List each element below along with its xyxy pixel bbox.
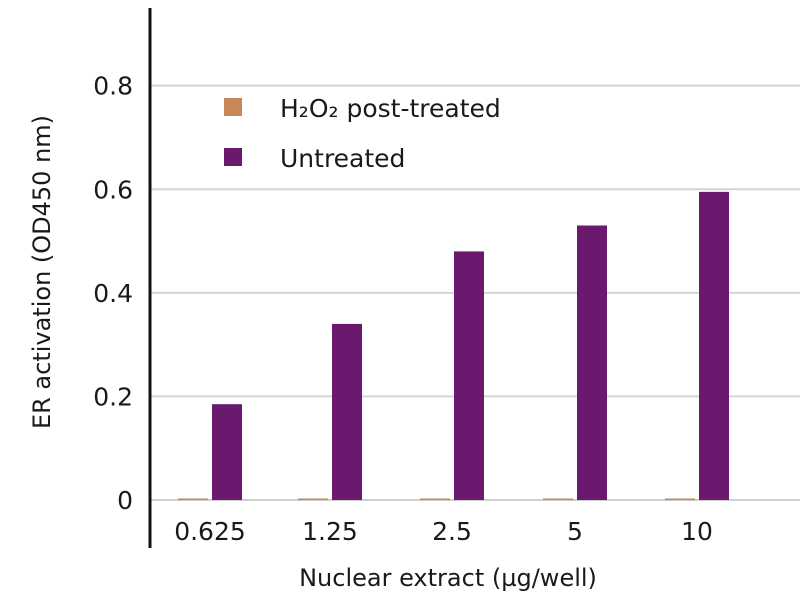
y-tick-labels: 0 0.2 0.4 0.6 0.8 xyxy=(93,72,133,515)
x-tick-label: 2.5 xyxy=(432,517,472,546)
bar-untreated xyxy=(332,323,362,500)
bar-h2o2 xyxy=(298,498,328,500)
legend-label-h2o2: H₂O₂ post-treated xyxy=(280,94,501,123)
bar-untreated xyxy=(212,404,242,500)
x-tick-labels: 0.625 1.25 2.5 5 10 xyxy=(174,517,713,546)
y-tick-label: 0.8 xyxy=(93,72,133,101)
bar-untreated xyxy=(577,225,607,500)
legend-swatch-h2o2 xyxy=(224,98,242,116)
bar-h2o2 xyxy=(178,498,208,500)
legend-label-untreated: Untreated xyxy=(280,144,405,173)
x-axis-title: Nuclear extract (µg/well) xyxy=(299,564,597,592)
y-tick-label: 0.4 xyxy=(93,279,133,308)
bar-untreated xyxy=(454,251,484,500)
y-axis-title: ER activation (OD450 nm) xyxy=(28,115,56,429)
bar-h2o2 xyxy=(543,498,573,500)
legend: H₂O₂ post-treated Untreated xyxy=(224,94,501,173)
y-tick-label: 0 xyxy=(117,486,133,515)
x-tick-label: 0.625 xyxy=(174,517,246,546)
y-tick-label: 0.2 xyxy=(93,382,133,411)
y-tick-label: 0.6 xyxy=(93,175,133,204)
x-tick-label: 1.25 xyxy=(302,517,358,546)
bar-untreated xyxy=(699,191,729,500)
bar-h2o2 xyxy=(665,498,695,500)
bars xyxy=(178,191,729,500)
bar-h2o2 xyxy=(420,498,450,500)
x-tick-label: 5 xyxy=(567,517,583,546)
x-tick-label: 10 xyxy=(681,517,713,546)
legend-swatch-untreated xyxy=(224,148,242,166)
